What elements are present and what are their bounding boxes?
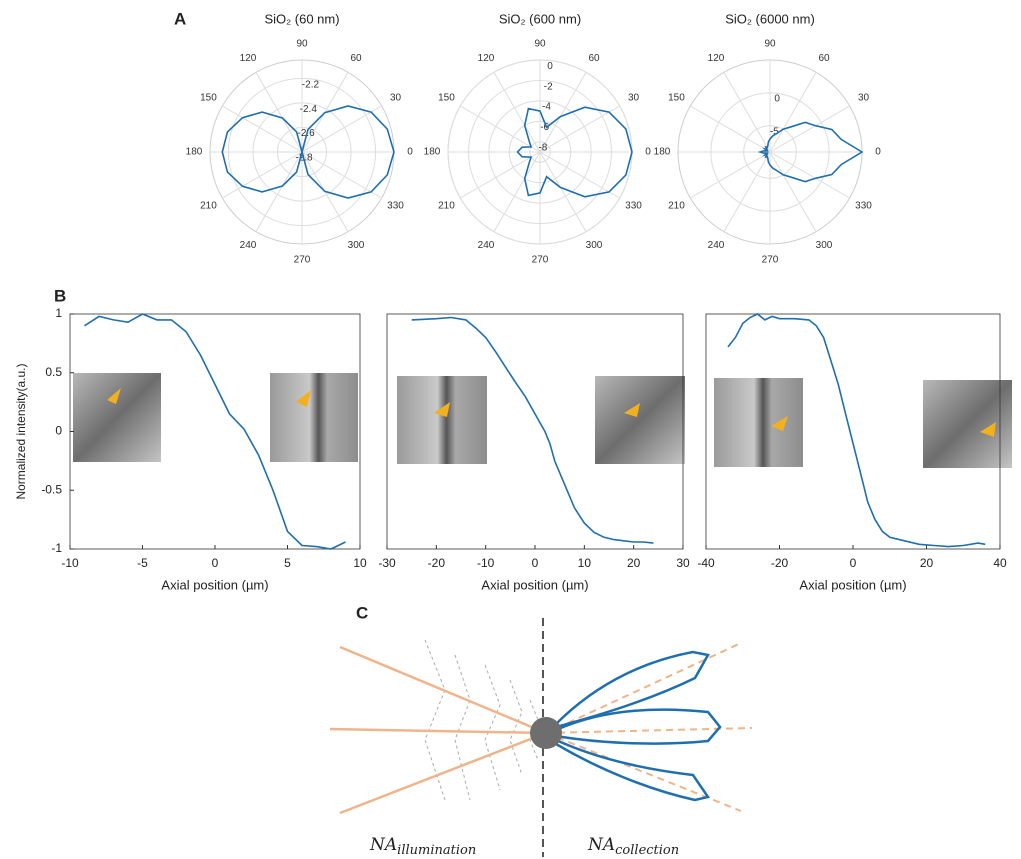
r-tick-label: 0 <box>774 94 780 105</box>
y-tick-label: 0 <box>55 424 62 438</box>
theta-tick-label: 240 <box>478 240 495 251</box>
x-tick-label: -10 <box>61 556 79 570</box>
theta-tick-label: 30 <box>390 93 402 104</box>
theta-tick-label: 90 <box>764 39 776 50</box>
r-tick-label: -2.2 <box>302 79 320 90</box>
label-sub: illumination <box>397 843 476 858</box>
theta-tick-label: 0 <box>875 147 881 158</box>
theta-tick-label: 150 <box>200 93 217 104</box>
figure: A B C NA <box>0 0 1021 859</box>
theta-tick-label: 60 <box>588 53 600 64</box>
x-tick-label: 0 <box>532 556 539 570</box>
theta-tick-label: 90 <box>534 39 546 50</box>
theta-tick-label: 60 <box>350 53 362 64</box>
x-axis-label: Axial position (µm) <box>481 577 588 592</box>
theta-tick-label: 0 <box>407 147 413 158</box>
panel-label: A <box>174 9 186 28</box>
inset-image <box>714 378 803 467</box>
theta-tick-label: 300 <box>816 240 833 251</box>
theta-tick-label: 120 <box>708 53 725 64</box>
diagram <box>330 618 752 857</box>
theta-tick-label: 330 <box>387 201 404 212</box>
theta-tick-label: 270 <box>762 255 779 266</box>
y-tick-label: -0.5 <box>41 482 62 496</box>
theta-tick-label: 330 <box>855 201 872 212</box>
theta-tick-label: 210 <box>668 201 685 212</box>
x-tick-label: 20 <box>920 556 934 570</box>
x-tick-label: 40 <box>993 556 1007 570</box>
theta-tick-label: 120 <box>478 53 495 64</box>
panel-label: C <box>356 603 368 622</box>
spoke <box>302 152 382 198</box>
x-tick-label: -20 <box>771 556 789 570</box>
y-axis-label: Normalized intensity(a.u.) <box>14 363 28 499</box>
x-tick-label: 20 <box>627 556 641 570</box>
illumination-label: NAillumination <box>369 835 476 858</box>
theta-tick-label: 180 <box>654 147 671 158</box>
x-tick-label: 10 <box>353 556 367 570</box>
inset-image <box>595 376 685 464</box>
theta-tick-label: 270 <box>294 255 311 266</box>
y-tick-label: -1 <box>51 541 62 555</box>
r-tick-label: -2.4 <box>300 104 318 115</box>
theta-tick-label: 300 <box>348 240 365 251</box>
theta-tick-label: 300 <box>586 240 603 251</box>
x-tick-label: 0 <box>850 556 857 570</box>
chart-title: SiO₂ (60 nm) <box>264 11 339 26</box>
r-tick-label: -2 <box>544 81 553 92</box>
theta-tick-label: 150 <box>438 93 455 104</box>
theta-tick-label: 210 <box>438 201 455 212</box>
x-tick-label: 10 <box>578 556 592 570</box>
theta-tick-label: 30 <box>858 93 870 104</box>
theta-tick-label: 210 <box>200 201 217 212</box>
theta-tick-label: 120 <box>240 53 257 64</box>
label-main: NA <box>587 835 615 855</box>
inset-image <box>397 376 487 464</box>
x-tick-label: -40 <box>697 556 715 570</box>
y-tick-label: 1 <box>55 306 62 320</box>
x-tick-label: 30 <box>676 556 690 570</box>
x-tick-label: -5 <box>137 556 148 570</box>
theta-tick-label: 330 <box>625 201 642 212</box>
theta-tick-label: 60 <box>818 53 830 64</box>
inset-image <box>923 380 1012 468</box>
inset-image <box>73 373 161 462</box>
chart-title: SiO₂ (600 nm) <box>499 11 581 26</box>
x-tick-label: 0 <box>212 556 219 570</box>
theta-tick-label: 270 <box>532 255 549 266</box>
particle <box>530 717 562 749</box>
x-tick-label: -10 <box>477 556 495 570</box>
theta-tick-label: 90 <box>296 39 308 50</box>
label-sub: collection <box>615 843 679 858</box>
x-axis-label: Axial position (µm) <box>799 577 906 592</box>
theta-tick-label: 0 <box>645 147 651 158</box>
r-tick-label: -4 <box>542 102 551 113</box>
y-tick-label: 0.5 <box>45 365 62 379</box>
collection-lobes <box>556 652 720 800</box>
theta-tick-label: 180 <box>424 147 441 158</box>
r-tick-label: 0 <box>547 61 553 72</box>
illumination-rays <box>330 647 546 813</box>
x-tick-label: -30 <box>378 556 396 570</box>
r-tick-label: -8 <box>538 142 547 153</box>
wavefronts <box>425 640 538 800</box>
theta-tick-label: 240 <box>708 240 725 251</box>
panel-label: B <box>54 286 66 305</box>
theta-tick-label: 30 <box>628 93 640 104</box>
x-tick-label: 5 <box>284 556 291 570</box>
x-axis-label: Axial position (µm) <box>161 577 268 592</box>
chart-title: SiO₂ (6000 nm) <box>725 11 815 26</box>
theta-tick-label: 180 <box>186 147 203 158</box>
theta-tick-label: 240 <box>240 240 257 251</box>
label-main: NA <box>369 835 397 855</box>
inset-image <box>270 373 358 462</box>
theta-tick-label: 150 <box>668 93 685 104</box>
x-tick-label: -20 <box>428 556 446 570</box>
insets <box>73 373 1012 468</box>
collection-label: NAcollection <box>587 835 679 858</box>
